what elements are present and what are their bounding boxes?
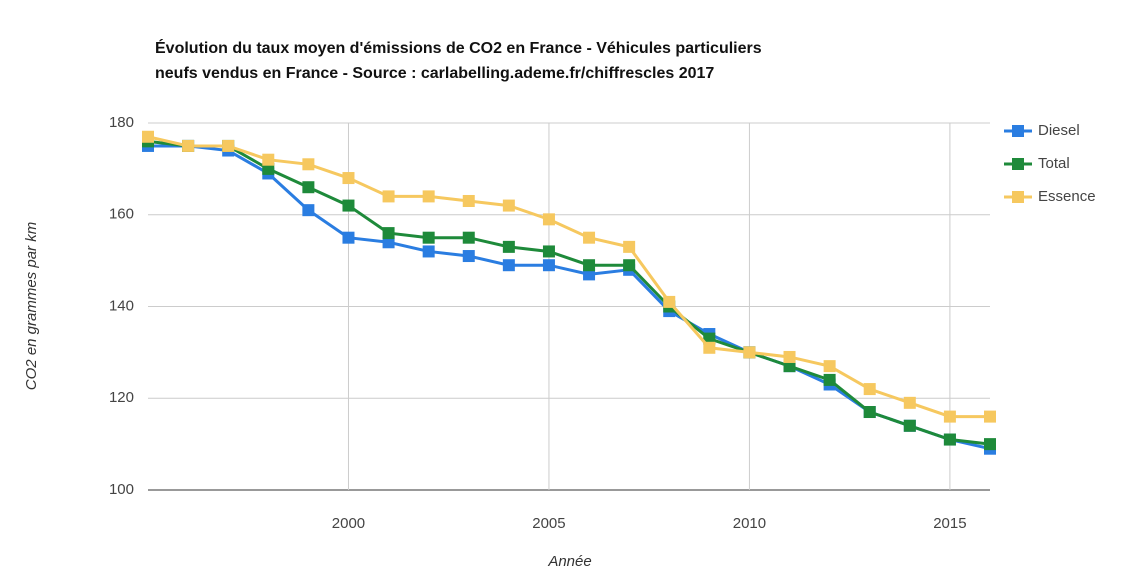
x-tick-label: 2010 <box>733 515 766 532</box>
point <box>903 419 916 432</box>
point <box>703 332 716 345</box>
point <box>182 139 195 152</box>
point <box>783 360 796 373</box>
point <box>542 259 555 272</box>
point <box>783 350 796 363</box>
legend-marker <box>1012 158 1024 170</box>
point <box>502 240 515 253</box>
y-tick-label: 140 <box>109 297 134 314</box>
y-tick-label: 180 <box>109 114 134 131</box>
point <box>422 245 435 258</box>
point <box>943 410 956 423</box>
y-axis-label: CO2 en grammes par km <box>23 222 40 390</box>
point <box>743 346 756 359</box>
x-tick-label: 2005 <box>532 515 565 532</box>
point <box>583 268 596 281</box>
point <box>623 240 636 253</box>
point <box>823 373 836 386</box>
legend-label: Total <box>1038 155 1070 172</box>
series-line <box>147 135 990 419</box>
x-tick-label: 2000 <box>332 515 365 532</box>
point <box>542 213 555 226</box>
point <box>863 406 876 419</box>
chart-title: neufs vendus en France - Source : carlab… <box>155 65 714 82</box>
point <box>262 153 275 166</box>
point <box>262 162 275 175</box>
y-tick-label: 160 <box>109 206 134 223</box>
point <box>863 383 876 396</box>
point <box>422 231 435 244</box>
legend-label: Diesel <box>1038 122 1080 139</box>
legend-label: Essence <box>1038 188 1096 205</box>
point <box>903 396 916 409</box>
point <box>462 231 475 244</box>
point <box>823 360 836 373</box>
point <box>382 236 395 249</box>
series-line <box>148 144 991 451</box>
x-tick-label: 2015 <box>933 515 966 532</box>
y-tick-label: 120 <box>109 389 134 406</box>
point <box>462 194 475 207</box>
point <box>382 190 395 203</box>
x-axis-label: Année <box>547 553 591 570</box>
point <box>663 295 676 308</box>
chart-title: Évolution du taux moyen d'émissions de C… <box>155 38 762 57</box>
point <box>502 259 515 272</box>
point <box>222 139 235 152</box>
legend-marker <box>1012 191 1024 203</box>
point <box>142 130 154 143</box>
point <box>422 190 435 203</box>
legend-marker <box>1012 125 1024 137</box>
point <box>984 410 996 423</box>
point <box>703 341 716 354</box>
point <box>302 158 315 171</box>
point <box>302 204 315 217</box>
point <box>342 172 355 185</box>
point <box>342 231 355 244</box>
point <box>342 199 355 212</box>
point <box>302 181 315 194</box>
point <box>462 250 475 263</box>
point <box>542 245 555 258</box>
point <box>943 433 956 446</box>
point <box>984 438 996 451</box>
point <box>623 259 636 272</box>
series-line <box>147 139 991 446</box>
y-tick-label: 100 <box>109 481 134 498</box>
point <box>502 199 515 212</box>
point <box>382 227 395 240</box>
point <box>583 259 596 272</box>
point <box>583 231 596 244</box>
